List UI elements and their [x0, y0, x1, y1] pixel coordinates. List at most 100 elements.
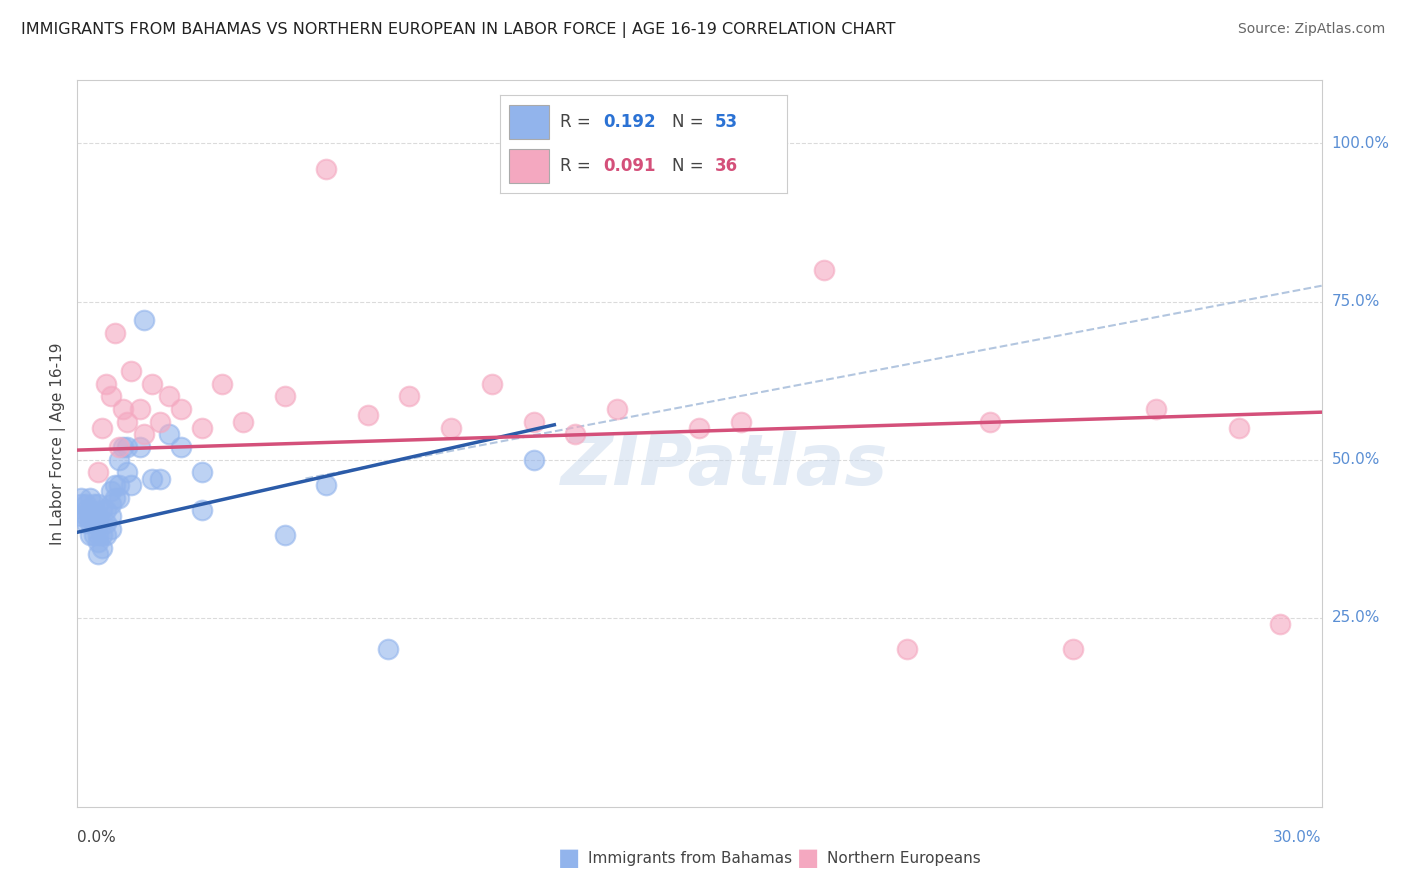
Point [730, 415, 752, 429]
Point [132, 427, 155, 442]
Text: Source: ZipAtlas.com: Source: ZipAtlas.com [1237, 22, 1385, 37]
Point [75, 509, 97, 524]
Point [120, 478, 142, 492]
Point [481, 376, 503, 391]
Text: 36: 36 [716, 157, 738, 175]
Point [87, 548, 110, 562]
Text: 0.192: 0.192 [603, 112, 657, 131]
Text: R =: R = [561, 112, 596, 131]
Point [96, 503, 118, 517]
Point [75, 497, 97, 511]
Point [83, 516, 105, 530]
Point [274, 528, 297, 542]
Point [191, 465, 214, 479]
Point [115, 415, 138, 429]
Text: 25.0%: 25.0% [1331, 610, 1379, 625]
Point [87, 534, 110, 549]
Point [1227, 421, 1250, 435]
Point [100, 509, 122, 524]
Text: 50.0%: 50.0% [1331, 452, 1379, 467]
Point [128, 402, 150, 417]
Point [523, 452, 546, 467]
Point [440, 421, 463, 435]
Text: 0.0%: 0.0% [77, 830, 117, 845]
Point [523, 415, 546, 429]
FancyBboxPatch shape [509, 104, 550, 139]
Point [170, 440, 193, 454]
Point [91, 421, 114, 435]
Point [211, 376, 233, 391]
Point [100, 522, 122, 536]
Point [75, 516, 97, 530]
Point [141, 376, 163, 391]
Text: ZIPatlas: ZIPatlas [561, 431, 889, 500]
Point [79, 516, 101, 530]
Text: Northern Europeans: Northern Europeans [827, 851, 980, 865]
Point [1270, 616, 1292, 631]
Point [274, 389, 297, 403]
Point [104, 478, 127, 492]
Text: IMMIGRANTS FROM BAHAMAS VS NORTHERN EUROPEAN IN LABOR FORCE | AGE 16-19 CORRELAT: IMMIGRANTS FROM BAHAMAS VS NORTHERN EURO… [21, 22, 896, 38]
Point [70, 509, 93, 524]
Point [157, 427, 180, 442]
Point [87, 465, 110, 479]
Point [70, 497, 93, 511]
Point [83, 528, 105, 542]
Text: ■: ■ [558, 847, 581, 870]
Point [79, 503, 101, 517]
Point [149, 415, 172, 429]
Point [315, 161, 337, 176]
Text: 0.091: 0.091 [603, 157, 657, 175]
Point [108, 491, 131, 505]
Point [120, 364, 142, 378]
Point [100, 497, 122, 511]
Text: 30.0%: 30.0% [1274, 830, 1322, 845]
Point [896, 642, 918, 657]
Point [398, 389, 420, 403]
Point [79, 491, 101, 505]
Point [83, 509, 105, 524]
Point [564, 427, 586, 442]
Text: R =: R = [561, 157, 596, 175]
Point [1062, 642, 1084, 657]
Point [91, 528, 114, 542]
Point [75, 503, 97, 517]
Point [91, 503, 114, 517]
Point [141, 471, 163, 485]
Point [132, 313, 155, 327]
Point [115, 440, 138, 454]
Point [79, 509, 101, 524]
Point [149, 471, 172, 485]
Point [170, 402, 193, 417]
Point [377, 642, 399, 657]
Point [315, 478, 337, 492]
Y-axis label: In Labor Force | Age 16-19: In Labor Force | Age 16-19 [51, 343, 66, 545]
Text: N =: N = [672, 157, 709, 175]
Point [96, 516, 118, 530]
Point [1144, 402, 1167, 417]
Point [606, 402, 628, 417]
Point [979, 415, 1001, 429]
Point [111, 402, 134, 417]
Point [115, 465, 138, 479]
FancyBboxPatch shape [509, 149, 550, 183]
Point [232, 415, 254, 429]
Point [70, 491, 93, 505]
Text: 100.0%: 100.0% [1331, 136, 1389, 151]
Point [108, 440, 131, 454]
Text: ■: ■ [797, 847, 820, 870]
Point [87, 509, 110, 524]
Point [87, 516, 110, 530]
Text: N =: N = [672, 112, 709, 131]
Point [191, 503, 214, 517]
Point [83, 497, 105, 511]
Point [104, 326, 127, 340]
Point [813, 263, 835, 277]
Point [87, 528, 110, 542]
Text: Immigrants from Bahamas: Immigrants from Bahamas [588, 851, 792, 865]
Point [689, 421, 711, 435]
Point [108, 478, 131, 492]
Point [91, 541, 114, 555]
Point [157, 389, 180, 403]
Point [100, 389, 122, 403]
